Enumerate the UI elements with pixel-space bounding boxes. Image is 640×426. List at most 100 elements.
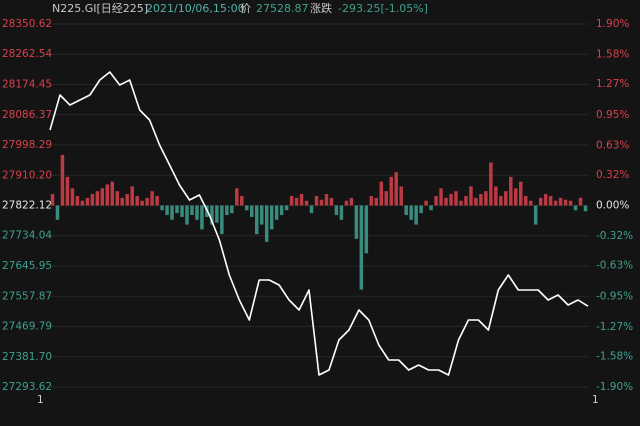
price-label: 价 [240,2,251,15]
bar [190,205,194,216]
bar [504,191,508,206]
bar [489,162,493,206]
bar [130,186,134,206]
bar [419,205,423,214]
bar [424,200,428,206]
bar [558,197,563,206]
y-tick-label: 27293.62 [2,381,52,393]
change-label: 涨跌 [310,1,332,15]
bar [344,200,349,206]
bar [578,197,583,206]
bar [469,186,473,206]
y-tick-label: 27469.79 [2,320,52,332]
bar [314,195,319,206]
bar [484,191,488,206]
bar [319,199,324,206]
bar [364,205,369,254]
bar [459,200,463,206]
bar [499,195,503,206]
bar [274,205,279,220]
bar [50,194,55,206]
y-tick-label: 28086.37 [2,109,52,121]
bar [414,205,418,225]
bar [573,205,578,211]
y2-tick-label: 0.95% [596,109,629,121]
bar [145,197,149,206]
bar [240,195,244,206]
bar [553,200,558,206]
bar [334,205,339,216]
bar [55,205,60,220]
bar [230,205,234,214]
symbol: N225.GI[日经225] [52,2,148,15]
bar [120,197,124,206]
bar [210,205,214,225]
bar [110,181,115,206]
bar [105,184,110,206]
bar [225,205,229,216]
time: 2021/10/06,15:00 [146,2,245,15]
bar [409,205,413,220]
bar [140,200,144,206]
x-tick-label: 1 [592,394,599,406]
bar [235,188,239,206]
bar [399,186,403,206]
y-tick-label: 27381.70 [2,351,52,363]
bar [294,197,299,206]
bar [354,205,359,239]
y2-tick-label: 1.27% [596,78,629,90]
bar [394,172,398,206]
bar [299,194,304,206]
bar [454,191,458,206]
bar [65,176,70,206]
price-line [49,71,589,376]
bar [170,205,174,220]
bar [563,199,568,206]
bar [369,195,374,206]
y2-tick-label: -1.58% [596,350,633,362]
bar [100,188,105,206]
bar [349,197,354,206]
bar [200,205,204,230]
y-tick-label: 27645.95 [2,260,52,272]
bar [439,188,443,206]
bar [523,195,528,206]
bar [464,195,468,206]
y-tick-label: 28174.45 [2,79,52,91]
bar [245,205,249,211]
bar [384,191,388,206]
bar [60,154,65,206]
bar [434,195,438,206]
bar [548,195,553,206]
bar [254,205,259,235]
bar [494,186,498,206]
price: 27528.87 [256,2,309,15]
bar [304,200,309,206]
bar [70,188,75,206]
bar [289,195,294,206]
bar [95,191,100,206]
y2-tick-label: 0.63% [596,139,629,151]
bar [374,197,379,206]
bar [533,205,538,225]
x-tick-label: 1 [37,394,44,406]
bar [135,195,139,206]
bar [279,205,284,216]
bar [444,197,448,206]
bar [379,181,384,206]
bar [90,194,95,206]
bar [509,176,513,206]
bar [160,205,164,211]
y2-tick-label: -1.90% [596,381,633,393]
change: -293.25[-1.05%] [338,2,428,15]
bar [329,197,334,206]
bar [185,205,189,225]
bar [309,205,314,214]
y2-tick-label: 0.00% [596,200,629,212]
y-tick-label: 28262.54 [2,48,52,60]
y2-tick-label: -0.63% [596,260,633,272]
bar [150,191,154,206]
bar [339,205,344,220]
y-tick-label: 27557.87 [2,290,52,302]
bar [125,194,129,206]
